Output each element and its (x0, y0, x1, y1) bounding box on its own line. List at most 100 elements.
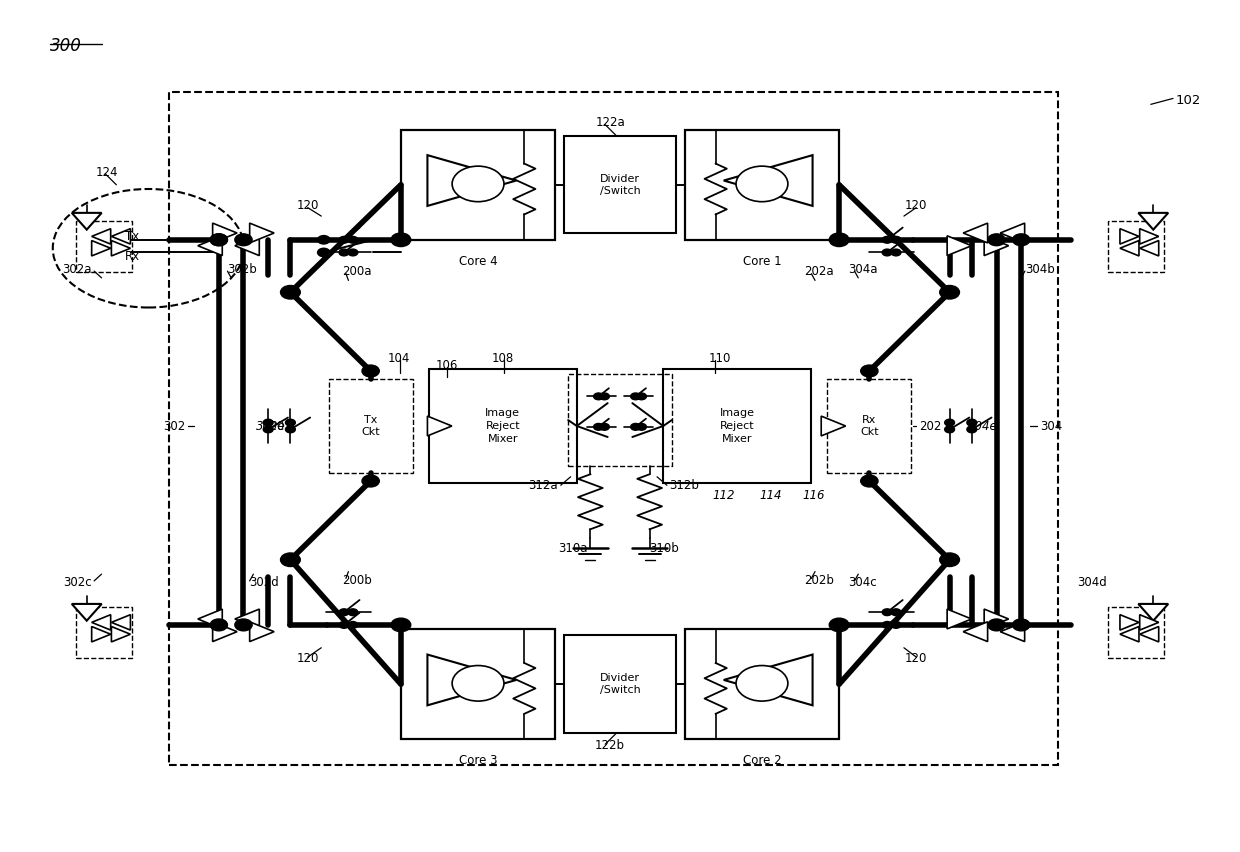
Polygon shape (724, 155, 812, 206)
Text: 304: 304 (1039, 419, 1061, 433)
Circle shape (317, 248, 330, 256)
Polygon shape (985, 236, 1008, 256)
Circle shape (636, 393, 646, 400)
Circle shape (348, 621, 358, 628)
Circle shape (594, 423, 604, 430)
Text: 302d: 302d (249, 576, 279, 589)
Circle shape (348, 236, 358, 243)
Text: 312a: 312a (528, 479, 558, 492)
Circle shape (882, 609, 892, 616)
Bar (663, 369, 811, 483)
Polygon shape (1120, 614, 1140, 630)
Text: 302e: 302e (255, 419, 285, 433)
Polygon shape (1140, 614, 1158, 630)
Polygon shape (1138, 604, 1168, 621)
Bar (329, 379, 413, 473)
Text: Core 2: Core 2 (743, 754, 781, 768)
Circle shape (967, 426, 977, 433)
Circle shape (940, 553, 960, 567)
Text: 310b: 310b (650, 542, 680, 556)
Bar (1109, 222, 1164, 272)
Circle shape (737, 665, 787, 701)
Polygon shape (963, 622, 987, 642)
Circle shape (882, 621, 892, 628)
Text: 116: 116 (802, 489, 825, 502)
Polygon shape (249, 622, 274, 642)
Circle shape (945, 426, 955, 433)
Polygon shape (821, 416, 846, 436)
Text: 202a: 202a (804, 266, 833, 279)
Text: 112: 112 (713, 489, 735, 502)
Circle shape (339, 236, 348, 243)
Circle shape (594, 393, 604, 400)
Polygon shape (198, 609, 222, 629)
Polygon shape (234, 609, 259, 629)
Polygon shape (198, 236, 222, 256)
Circle shape (988, 233, 1006, 245)
Text: 124: 124 (95, 165, 118, 179)
Polygon shape (1001, 622, 1024, 642)
Polygon shape (112, 614, 130, 630)
Circle shape (599, 423, 609, 430)
Circle shape (988, 619, 1006, 630)
Polygon shape (947, 609, 972, 629)
Circle shape (892, 236, 901, 243)
Polygon shape (92, 228, 110, 245)
Text: 302c: 302c (63, 576, 92, 589)
Text: 104: 104 (388, 352, 410, 365)
Polygon shape (1120, 228, 1140, 245)
Circle shape (861, 475, 878, 487)
Circle shape (636, 423, 646, 430)
Text: Rx
Ckt: Rx Ckt (861, 415, 879, 437)
Circle shape (945, 419, 955, 426)
Circle shape (830, 233, 849, 246)
Text: 110: 110 (709, 352, 732, 365)
Text: 120: 120 (905, 653, 928, 665)
Text: 312b: 312b (670, 479, 699, 492)
Text: 202: 202 (919, 419, 941, 433)
Circle shape (599, 393, 609, 400)
Bar (401, 130, 556, 239)
Circle shape (317, 235, 330, 244)
Text: 122a: 122a (595, 117, 625, 130)
Polygon shape (1140, 228, 1158, 245)
Polygon shape (428, 155, 516, 206)
Text: Core 3: Core 3 (459, 754, 497, 768)
Circle shape (234, 233, 252, 245)
Bar (568, 374, 672, 466)
Text: 200a: 200a (342, 266, 372, 279)
Text: 120: 120 (296, 653, 319, 665)
Circle shape (892, 249, 901, 256)
Text: Rx: Rx (125, 250, 140, 263)
Circle shape (263, 419, 273, 426)
Bar (170, 92, 1058, 764)
Bar (564, 636, 676, 733)
Polygon shape (72, 213, 102, 230)
Text: Image
Reject
Mixer: Image Reject Mixer (485, 408, 521, 444)
Text: 200: 200 (262, 419, 284, 433)
Circle shape (339, 249, 348, 256)
Circle shape (391, 619, 410, 631)
Polygon shape (92, 626, 110, 642)
Circle shape (453, 665, 503, 701)
Polygon shape (1138, 213, 1168, 230)
Polygon shape (234, 236, 259, 256)
Circle shape (285, 419, 295, 426)
Polygon shape (249, 223, 274, 243)
Circle shape (892, 621, 901, 628)
Text: 200b: 200b (342, 573, 372, 586)
Text: 302b: 302b (227, 263, 257, 276)
Bar (1109, 607, 1164, 658)
Circle shape (453, 166, 503, 202)
Polygon shape (112, 228, 130, 245)
Text: Core 1: Core 1 (743, 255, 781, 268)
Text: Tx
Ckt: Tx Ckt (361, 415, 379, 437)
Polygon shape (212, 622, 237, 642)
Text: 114: 114 (759, 489, 782, 502)
Circle shape (1013, 619, 1030, 630)
Circle shape (348, 609, 358, 616)
Circle shape (940, 285, 960, 299)
Circle shape (861, 365, 878, 377)
Polygon shape (72, 604, 102, 621)
Text: 102: 102 (1176, 94, 1200, 106)
